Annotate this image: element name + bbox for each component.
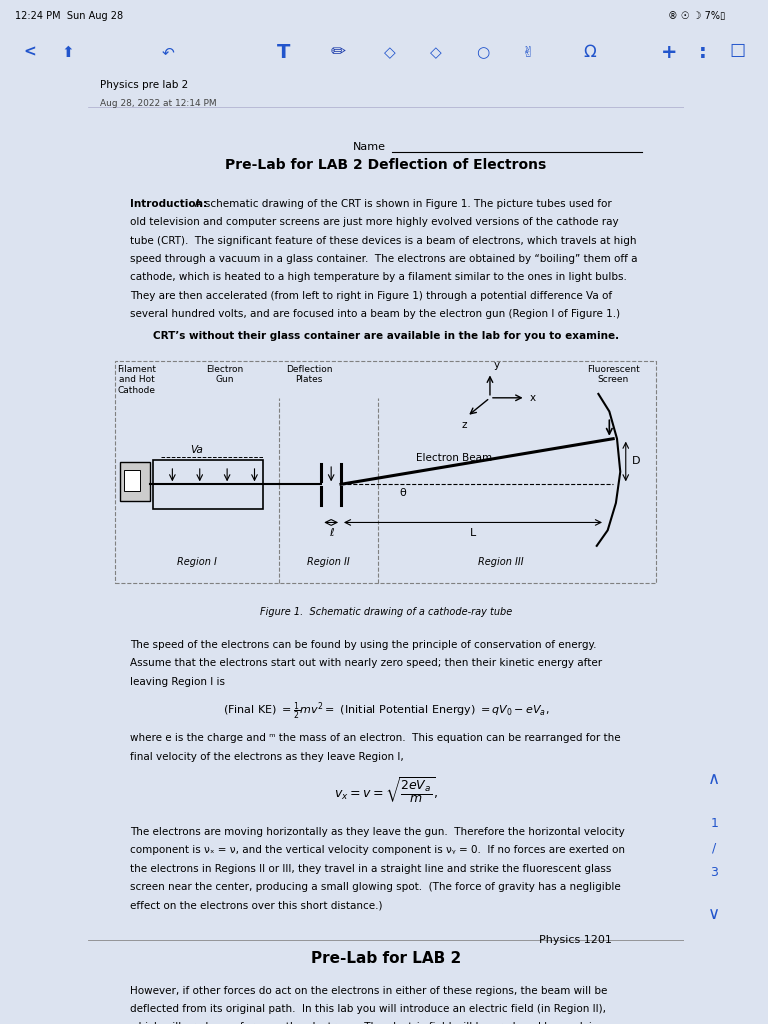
Text: z: z — [462, 421, 467, 430]
Text: Region I: Region I — [177, 557, 217, 567]
Text: $v_x = v = \sqrt{\dfrac{2eV_a}{m}},$: $v_x = v = \sqrt{\dfrac{2eV_a}{m}},$ — [334, 775, 438, 806]
Text: Ω: Ω — [584, 43, 597, 61]
Text: ⬆: ⬆ — [61, 45, 74, 59]
Text: ∨: ∨ — [708, 905, 720, 924]
Text: Fluorescent
Screen: Fluorescent Screen — [587, 365, 640, 384]
Text: Pre-Lab for LAB 2 Deflection of Electrons: Pre-Lab for LAB 2 Deflection of Electron… — [225, 158, 547, 172]
Bar — [153, 460, 263, 509]
Text: effect on the electrons over this short distance.): effect on the electrons over this short … — [130, 900, 382, 910]
Text: They are then accelerated (from left to right in Figure 1) through a potential d: They are then accelerated (from left to … — [130, 291, 612, 301]
Text: :: : — [699, 43, 707, 61]
Text: leaving Region I is: leaving Region I is — [130, 677, 225, 687]
Text: the electrons in Regions II or III, they travel in a straight line and strike th: the electrons in Regions II or III, they… — [130, 863, 611, 873]
Text: ℓ: ℓ — [329, 528, 333, 539]
Text: tube (CRT).  The significant feature of these devices is a beam of electrons, wh: tube (CRT). The significant feature of t… — [130, 236, 637, 246]
Text: Physics pre lab 2: Physics pre lab 2 — [100, 80, 188, 89]
Text: Figure 1.  Schematic drawing of a cathode-ray tube: Figure 1. Schematic drawing of a cathode… — [260, 607, 512, 617]
Text: Va: Va — [190, 445, 204, 455]
Text: final velocity of the electrons as they leave Region I,: final velocity of the electrons as they … — [130, 752, 404, 762]
Text: ○: ○ — [476, 45, 489, 59]
Text: Electron Beam: Electron Beam — [416, 454, 492, 463]
Text: ◇: ◇ — [384, 45, 396, 59]
Text: The electrons are moving horizontally as they leave the gun.  Therefore the hori: The electrons are moving horizontally as… — [130, 827, 624, 837]
Text: ☐: ☐ — [730, 43, 746, 61]
Text: Pre-Lab for LAB 2: Pre-Lab for LAB 2 — [311, 950, 461, 966]
Text: (Final KE) $= \frac{1}{2}mv^2 =$ (Initial Potential Energy) $= qV_0 - eV_a,$: (Final KE) $= \frac{1}{2}mv^2 =$ (Initia… — [223, 700, 549, 722]
Text: ∧: ∧ — [708, 770, 720, 787]
Text: However, if other forces do act on the electrons in either of these regions, the: However, if other forces do act on the e… — [130, 985, 607, 995]
Text: Filament
and Hot
Cathode: Filament and Hot Cathode — [118, 365, 156, 394]
Text: cathode, which is heated to a high temperature by a filament similar to the ones: cathode, which is heated to a high tempe… — [130, 272, 627, 283]
Text: CRT’s without their glass container are available in the lab for you to examine.: CRT’s without their glass container are … — [153, 331, 619, 341]
Text: ↶: ↶ — [161, 45, 174, 59]
Text: D: D — [632, 457, 641, 467]
Text: Electron
Gun: Electron Gun — [206, 365, 243, 384]
Text: /: / — [712, 842, 717, 855]
Text: ◇: ◇ — [430, 45, 442, 59]
Text: y: y — [494, 359, 500, 370]
Text: deflected from its original path.  In this lab you will introduce an electric fi: deflected from its original path. In thi… — [130, 1004, 606, 1014]
Bar — [124, 470, 140, 492]
Text: +: + — [660, 43, 677, 61]
Text: ® ☉ ☽ 7%▯: ® ☉ ☽ 7%▯ — [668, 11, 726, 22]
Text: which will produce a force on the electrons.  The electric field will be produce: which will produce a force on the electr… — [130, 1022, 614, 1024]
Text: 12:24 PM  Sun Aug 28: 12:24 PM Sun Aug 28 — [15, 11, 124, 22]
Text: 3: 3 — [710, 866, 718, 880]
Text: 1: 1 — [710, 817, 718, 830]
Text: where е is the charge and ᵐ the mass of an electron.  This equation can be rearr: where е is the charge and ᵐ the mass of … — [130, 733, 621, 743]
Text: Region III: Region III — [478, 557, 524, 567]
Text: Deflection
Plates: Deflection Plates — [286, 365, 333, 384]
Text: L: L — [470, 528, 476, 539]
Text: ✌: ✌ — [522, 45, 535, 59]
Text: x: x — [529, 393, 535, 402]
Text: <: < — [23, 45, 36, 59]
Bar — [121, 462, 151, 501]
Text: several hundred volts, and are focused into a beam by the electron gun (Region I: several hundred volts, and are focused i… — [130, 309, 620, 319]
Text: Introduction:: Introduction: — [130, 199, 207, 209]
Text: screen near the center, producing a small glowing spot.  (The force of gravity h: screen near the center, producing a smal… — [130, 882, 621, 892]
Text: Aug 28, 2022 at 12:14 PM: Aug 28, 2022 at 12:14 PM — [100, 98, 217, 108]
Text: component is νₓ = ν, and the vertical velocity component is νᵧ = 0.  If no force: component is νₓ = ν, and the vertical ve… — [130, 845, 625, 855]
Text: T: T — [276, 43, 290, 61]
Text: ✏: ✏ — [330, 43, 346, 61]
Text: Physics 1201: Physics 1201 — [539, 935, 612, 945]
Text: Name: Name — [353, 141, 386, 152]
Text: speed through a vacuum in a glass container.  The electrons are obtained by “boi: speed through a vacuum in a glass contai… — [130, 254, 637, 264]
Text: Region II: Region II — [307, 557, 349, 567]
Text: θ: θ — [399, 488, 406, 499]
Text: A schematic drawing of the CRT is shown in Figure 1. The picture tubes used for: A schematic drawing of the CRT is shown … — [187, 199, 611, 209]
Text: Assume that the electrons start out with nearly zero speed; then their kinetic e: Assume that the electrons start out with… — [130, 658, 602, 669]
Text: old television and computer screens are just more highly evolved versions of the: old television and computer screens are … — [130, 217, 618, 227]
Text: The speed of the electrons can be found by using the principle of conservation o: The speed of the electrons can be found … — [130, 640, 597, 650]
